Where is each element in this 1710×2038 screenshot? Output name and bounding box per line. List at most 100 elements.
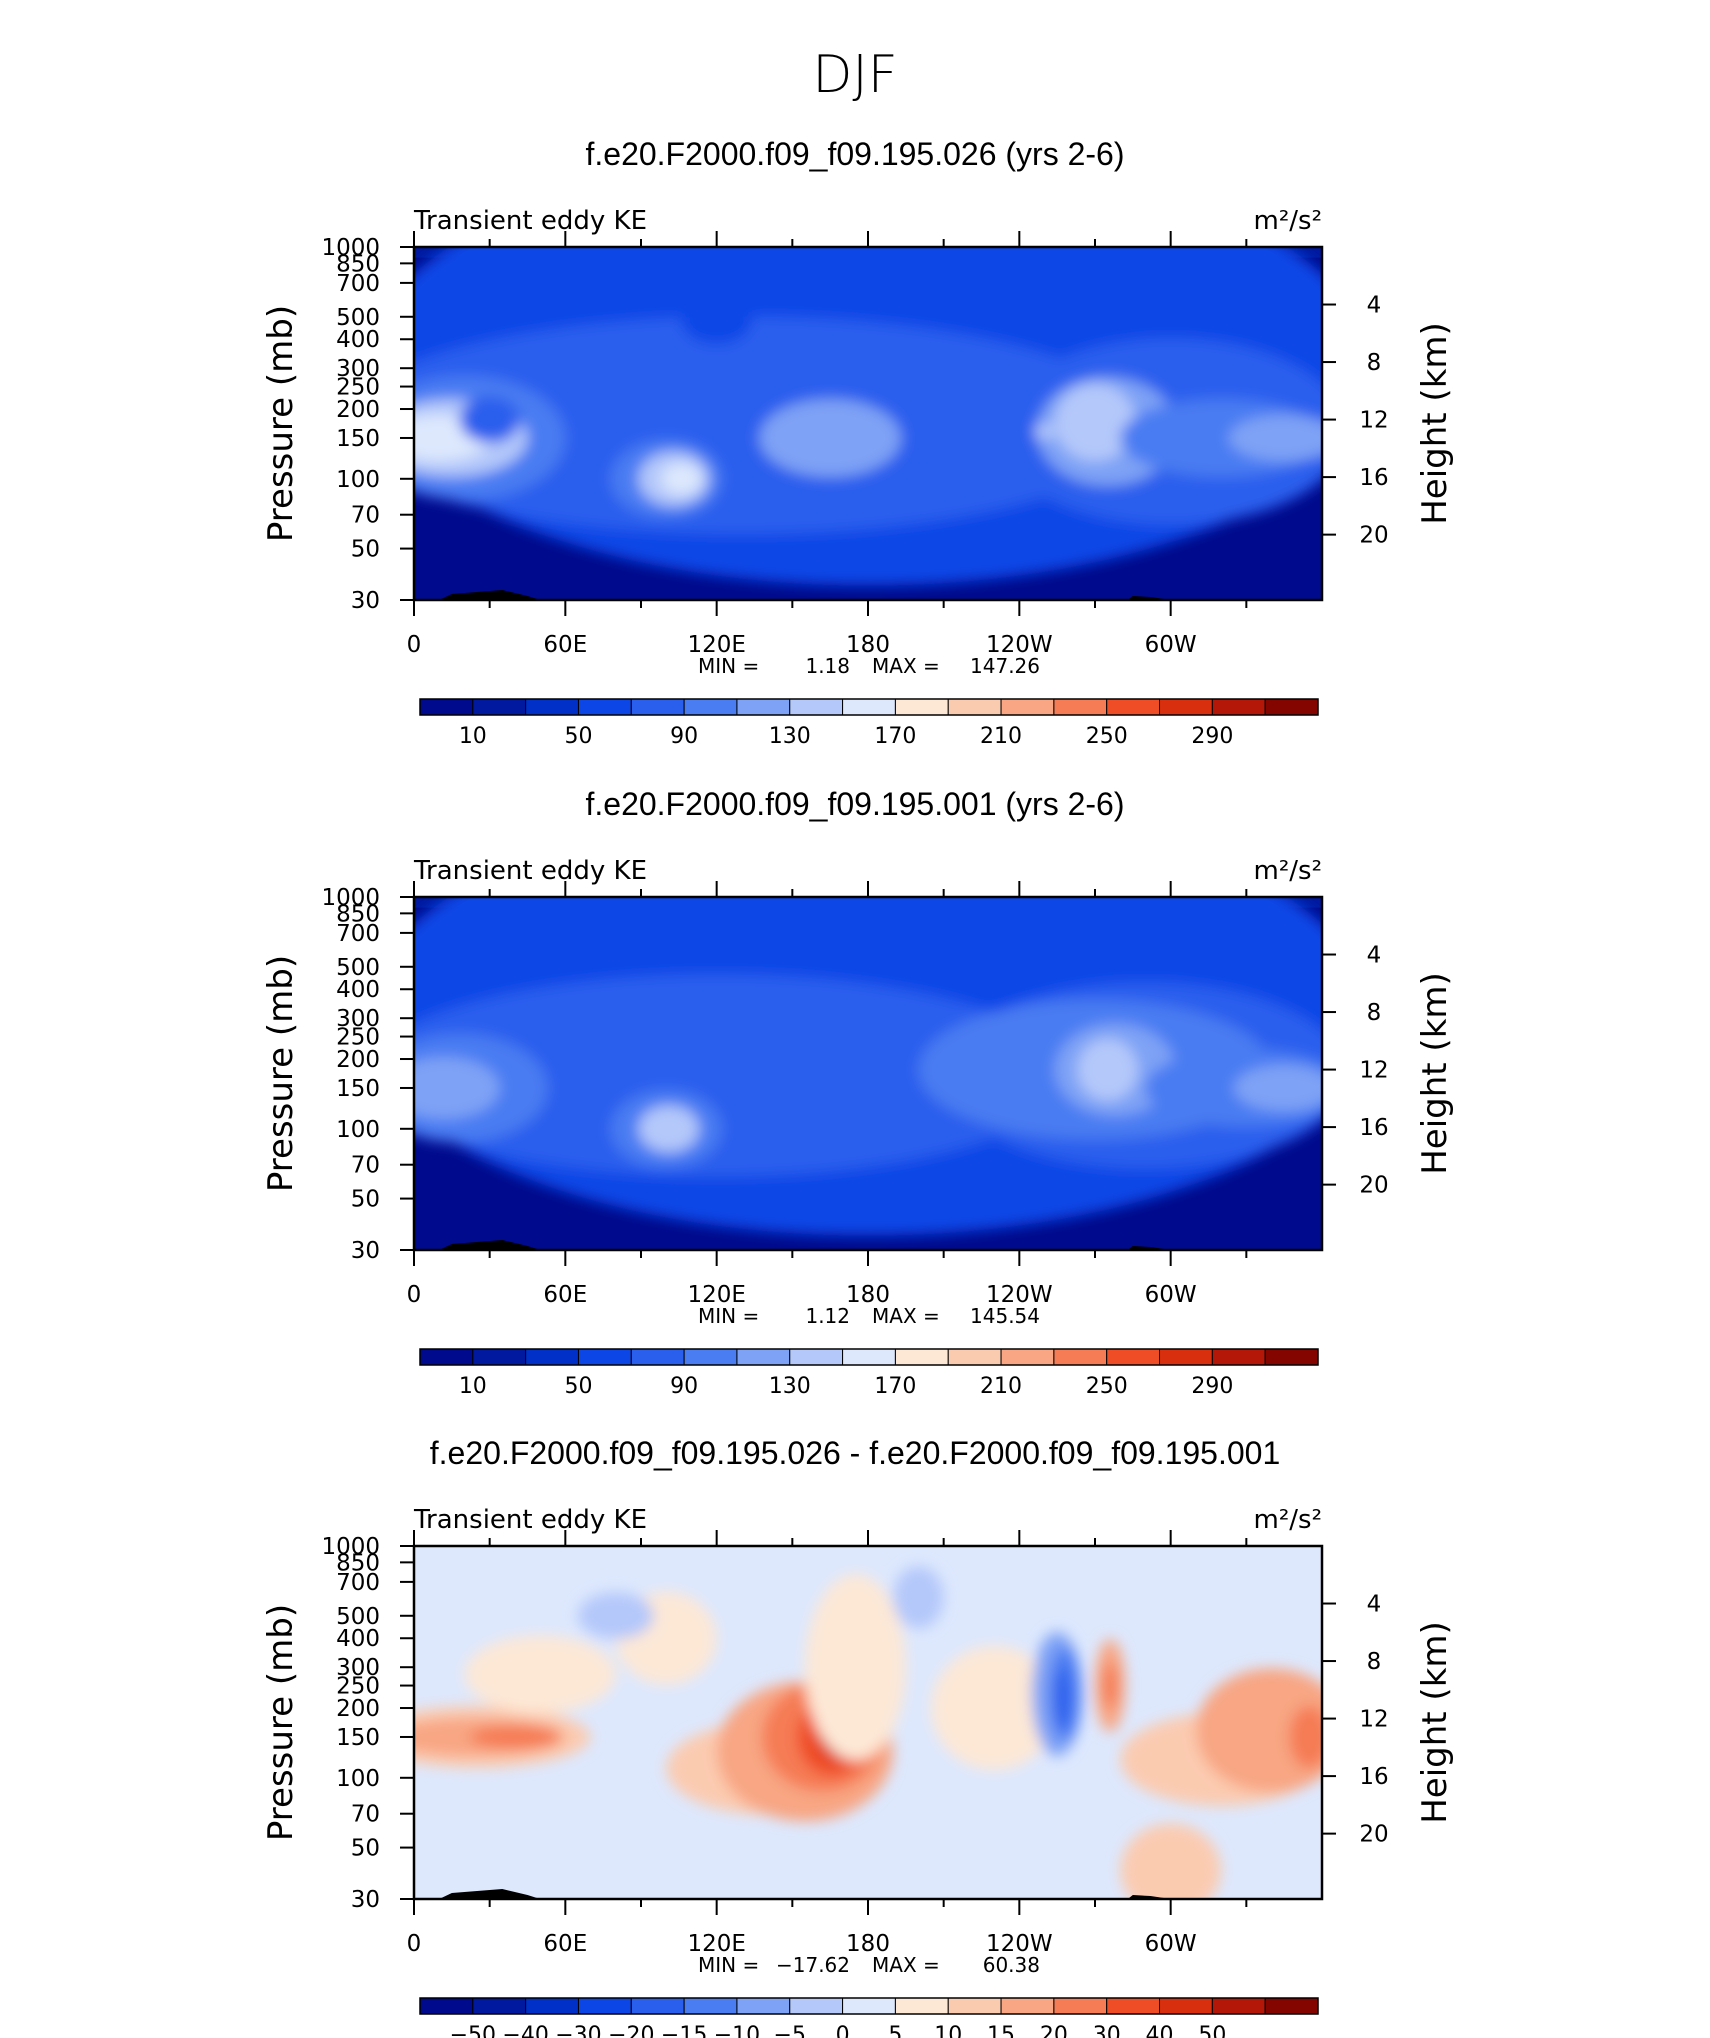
contour-region [893, 1566, 944, 1629]
x-tick-label: 60E [543, 632, 587, 658]
colorbar-label: −10 [714, 2023, 760, 2038]
contour-region [1077, 1038, 1138, 1101]
colorbar-label: 250 [1086, 1374, 1128, 1399]
contour-region [661, 463, 702, 495]
colorbar-swatch [1159, 698, 1213, 716]
max-value: 147.26 [970, 654, 1040, 678]
y-tick-label: 50 [351, 537, 380, 563]
colorbar-label: 170 [874, 1374, 916, 1399]
y2-tick-label: 12 [1359, 1707, 1388, 1733]
colorbar-label: −40 [502, 2023, 548, 2038]
colorbar-label: 50 [1198, 2023, 1226, 2038]
contour-region [1195, 1668, 1322, 1793]
colorbar-label: 10 [459, 1374, 487, 1399]
y-tick-label: 500 [336, 955, 380, 981]
colorbar-label: 210 [980, 1374, 1022, 1399]
contour-region [1034, 423, 1055, 440]
contour-region [469, 1725, 561, 1749]
min-value: 1.18 [805, 654, 850, 678]
min-label: MIN = [698, 1304, 759, 1328]
colorbar-swatch [577, 698, 632, 716]
contour-region [414, 1056, 500, 1120]
colorbar-label: 290 [1191, 1374, 1233, 1399]
colorbar-swatch [947, 698, 1002, 716]
contour-region [1120, 1823, 1222, 1899]
y-tick-label: 100 [336, 1766, 380, 1792]
colorbar-label: 10 [934, 2023, 962, 2038]
colorbar-swatch [842, 1348, 896, 1366]
contour-region [1228, 414, 1322, 462]
y2-tick-label: 16 [1359, 1764, 1388, 1790]
y-tick-label: 400 [336, 1626, 380, 1652]
colorbar-swatch [1053, 1997, 1108, 2015]
colorbar-swatch [683, 1348, 738, 1366]
colorbar-swatch [630, 1348, 685, 1366]
y2-tick-label: 20 [1359, 523, 1388, 549]
colorbar-swatch [1264, 698, 1319, 716]
colorbar-frame [419, 1997, 1319, 2015]
colorbar-swatch [1211, 698, 1266, 716]
panel-variable: Transient eddy KE [413, 1505, 647, 1535]
y-tick-label: 70 [351, 1153, 380, 1179]
y-tick-label: 850 [336, 901, 380, 927]
colorbar-swatch [630, 1997, 685, 2015]
contour-region [759, 399, 901, 477]
contour-region [464, 1635, 616, 1713]
y-tick-label: 200 [336, 397, 380, 423]
max-label: MAX = [872, 1953, 940, 1977]
y-tick-label: 100 [336, 1117, 380, 1143]
colorbar-swatch [1053, 1348, 1108, 1366]
colorbar-swatch [1211, 1997, 1266, 2015]
y2-axis-title: Height (km) [1415, 1621, 1455, 1824]
colorbar-swatch [1106, 698, 1161, 716]
colorbar-swatch [1106, 1997, 1161, 2015]
colorbar-label: 90 [670, 1374, 698, 1399]
y-tick-label: 1000 [321, 235, 380, 261]
colorbar-label: −5 [774, 2023, 806, 2038]
panel-units: m²/s² [1254, 856, 1322, 886]
y-tick-label: 70 [351, 1802, 380, 1828]
colorbar-swatch [894, 1348, 949, 1366]
colorbar-swatch [1053, 698, 1108, 716]
colorbar-swatch [789, 698, 844, 716]
colorbar-swatch [894, 698, 949, 716]
y2-tick-label: 8 [1367, 1000, 1382, 1026]
colorbar-swatch [577, 1348, 632, 1366]
colorbar-swatch [736, 1348, 791, 1366]
x-tick-label: 120W [986, 632, 1053, 658]
y-axis-title: Pressure (mb) [261, 1604, 301, 1841]
panel-title: f.e20.F2000.f09_f09.195.026 (yrs 2-6) [585, 136, 1124, 172]
y-tick-label: 400 [336, 327, 380, 353]
max-label: MAX = [872, 1304, 940, 1328]
colorbar-swatch [525, 1348, 579, 1366]
y2-tick-label: 16 [1359, 1115, 1388, 1141]
max-label: MAX = [872, 654, 940, 678]
contour-region [804, 1574, 906, 1761]
colorbar-swatch [683, 1997, 738, 2015]
y2-tick-label: 12 [1359, 1058, 1388, 1084]
topography [439, 1889, 541, 1899]
x-tick-label: 0 [407, 1282, 422, 1308]
colorbar-swatch [736, 698, 791, 716]
colorbar: 10 50 90 130 170 210 250 290 [419, 698, 1319, 749]
colorbar-label: −20 [608, 2023, 654, 2038]
y2-axis-title: Height (km) [1415, 972, 1455, 1175]
contour-region [1054, 383, 1136, 462]
contour-field [414, 247, 1322, 600]
contour-region [459, 396, 520, 443]
x-tick-label: 120W [986, 1282, 1053, 1308]
colorbar-label: 40 [1146, 2023, 1174, 2038]
colorbar-label: 50 [564, 1374, 592, 1399]
colorbar-swatch [419, 1997, 474, 2015]
y-tick-label: 50 [351, 1187, 380, 1213]
min-label: MIN = [698, 1953, 759, 1977]
x-tick-label: 120E [687, 632, 745, 658]
y2-tick-label: 8 [1367, 1649, 1382, 1675]
colorbar-swatch [1264, 1348, 1319, 1366]
y-tick-label: 300 [336, 1006, 380, 1032]
x-tick-label: 120W [986, 1931, 1053, 1957]
y-tick-label: 30 [351, 1887, 380, 1913]
colorbar-label: 250 [1086, 724, 1128, 749]
y-tick-label: 30 [351, 1238, 380, 1264]
y-tick-label: 850 [336, 251, 380, 277]
